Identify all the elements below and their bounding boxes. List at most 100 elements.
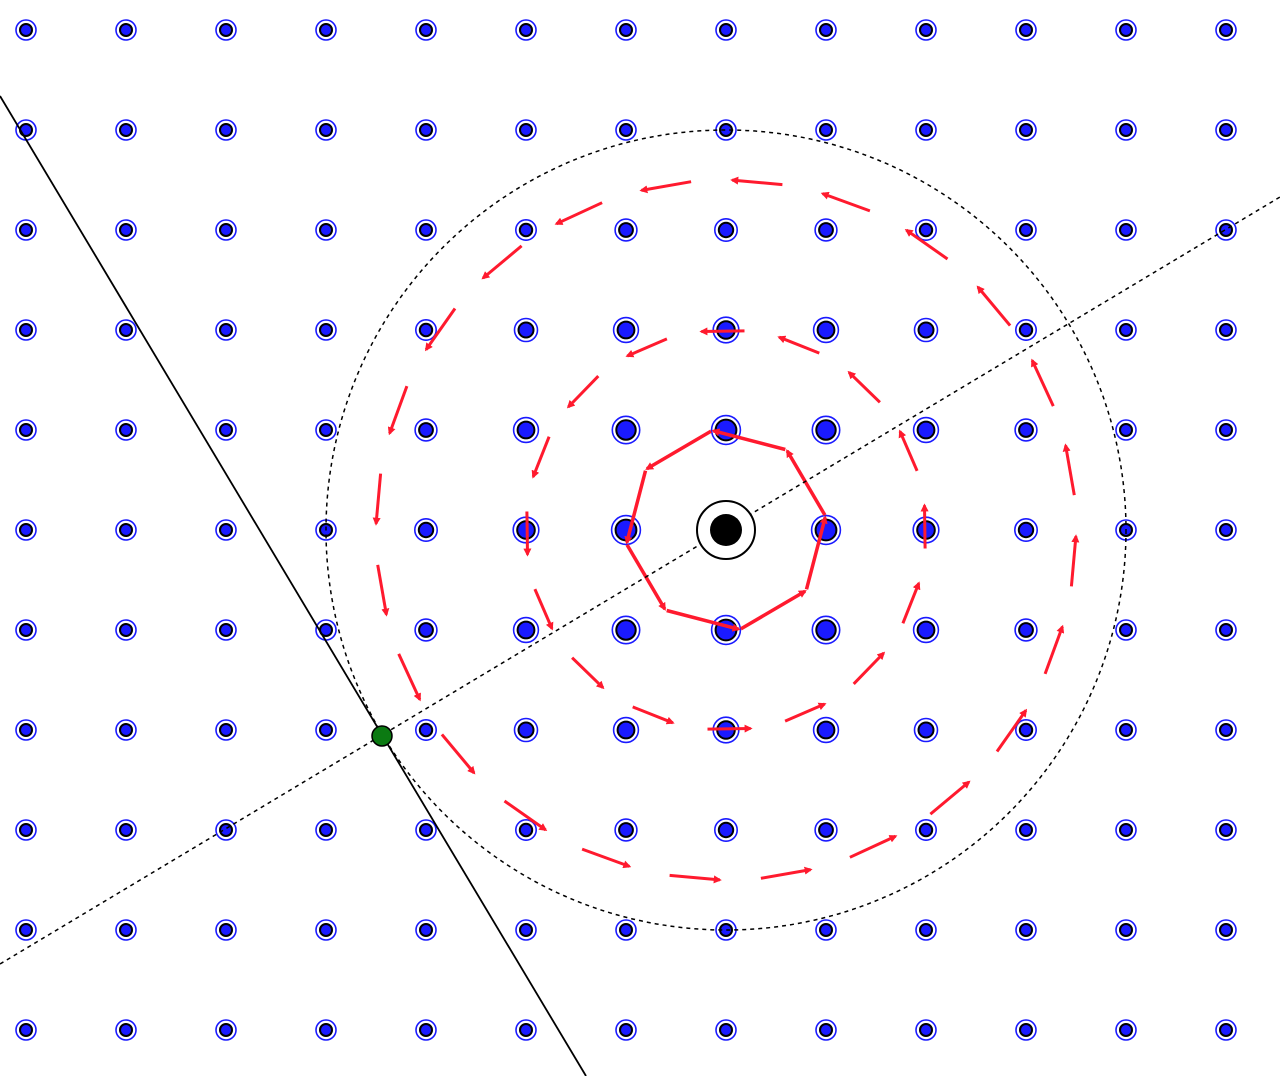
- site-dot: [1219, 23, 1233, 37]
- site-ring: [115, 219, 137, 241]
- lattice-site: [1215, 219, 1237, 241]
- site-dot: [1019, 823, 1033, 837]
- lattice-site: [1115, 219, 1137, 241]
- site-dot: [1219, 623, 1233, 637]
- lattice-site: [1014, 718, 1037, 741]
- site-dot: [1019, 123, 1033, 137]
- site-dot: [815, 619, 837, 641]
- site-ring: [1215, 919, 1237, 941]
- lattice-site: [915, 919, 937, 941]
- lattice-site: [15, 1019, 37, 1041]
- lattice-site: [415, 119, 437, 141]
- lattice-site: [615, 1019, 637, 1041]
- site-ring: [1015, 819, 1037, 841]
- site-ring: [414, 418, 438, 442]
- site-ring: [814, 818, 838, 842]
- lattice-site: [1015, 1019, 1037, 1041]
- current-arrow: [503, 799, 548, 832]
- current-arrow: [523, 511, 532, 557]
- current-arrow: [531, 436, 551, 479]
- lattice-site: [415, 19, 437, 41]
- site-dot: [615, 419, 637, 441]
- site-dot: [319, 223, 333, 237]
- lattice-site: [915, 1019, 937, 1041]
- lattice-site: [615, 919, 637, 941]
- site-ring: [812, 316, 840, 344]
- lattice-site: [1215, 119, 1237, 141]
- lattice-site: [15, 419, 37, 441]
- site-ring: [1215, 119, 1237, 141]
- site-dot: [519, 23, 533, 37]
- lattice-site: [1013, 517, 1038, 542]
- lattice-site: [912, 416, 940, 444]
- current-arrow: [639, 180, 692, 194]
- lattice-site: [513, 717, 539, 743]
- site-ring: [815, 919, 837, 941]
- site-dot: [919, 23, 933, 37]
- site-ring: [1013, 517, 1038, 542]
- site-ring: [315, 19, 337, 41]
- site-ring: [515, 19, 537, 41]
- site-dot: [119, 1023, 133, 1037]
- current-arrow: [625, 337, 668, 358]
- lattice-site: [15, 519, 37, 541]
- lattice-sites: [15, 19, 1237, 1041]
- lattice-site: [612, 316, 640, 344]
- site-ring: [614, 218, 638, 242]
- site-ring: [515, 1019, 537, 1041]
- lattice-site: [1115, 19, 1137, 41]
- site-dot: [1119, 23, 1133, 37]
- lattice-site: [513, 317, 539, 343]
- lattice-site: [15, 719, 37, 741]
- site-ring: [914, 219, 937, 242]
- site-dot: [618, 222, 634, 238]
- lattice-site: [715, 19, 737, 41]
- site-dot: [816, 720, 836, 740]
- current-arrow: [397, 653, 422, 702]
- site-dot: [219, 623, 233, 637]
- site-dot: [819, 123, 833, 137]
- lattice-site: [315, 419, 337, 441]
- current-arrow: [372, 473, 383, 526]
- lattice-site: [415, 819, 437, 841]
- site-ring: [414, 318, 437, 341]
- site-ring: [615, 919, 637, 941]
- site-ring: [115, 719, 137, 741]
- site-ring: [1215, 719, 1237, 741]
- lattice-site: [415, 919, 437, 941]
- lattice-site: [415, 1019, 437, 1041]
- site-dot: [418, 422, 434, 438]
- site-dot: [119, 523, 133, 537]
- site-ring: [1015, 119, 1037, 141]
- lattice-site: [811, 615, 841, 645]
- current-arrow: [1062, 443, 1076, 496]
- site-dot: [219, 723, 233, 737]
- site-dot: [319, 1023, 333, 1037]
- lattice-site: [812, 716, 840, 744]
- site-ring: [811, 615, 841, 645]
- current-arrow: [898, 429, 919, 472]
- lattice-site: [115, 119, 137, 141]
- lattice-site: [914, 818, 937, 841]
- site-dot: [1219, 823, 1233, 837]
- current-arrow: [847, 370, 881, 404]
- site-ring: [1014, 618, 1038, 642]
- lattice-site: [611, 415, 641, 445]
- site-dot: [418, 322, 434, 338]
- site-ring: [215, 719, 237, 741]
- site-dot: [1017, 521, 1035, 539]
- lattice-site: [215, 319, 237, 341]
- site-ring: [512, 416, 540, 444]
- site-dot: [19, 823, 33, 837]
- site-ring: [1014, 718, 1037, 741]
- lattice-site: [913, 717, 939, 743]
- lattice-site: [115, 819, 137, 841]
- site-dot: [19, 323, 33, 337]
- lattice-site: [715, 1019, 737, 1041]
- site-ring: [115, 919, 137, 941]
- intersection-point: [371, 725, 393, 747]
- site-dot: [19, 1023, 33, 1037]
- lattice-site: [1115, 419, 1137, 441]
- site-dot: [1119, 1023, 1133, 1037]
